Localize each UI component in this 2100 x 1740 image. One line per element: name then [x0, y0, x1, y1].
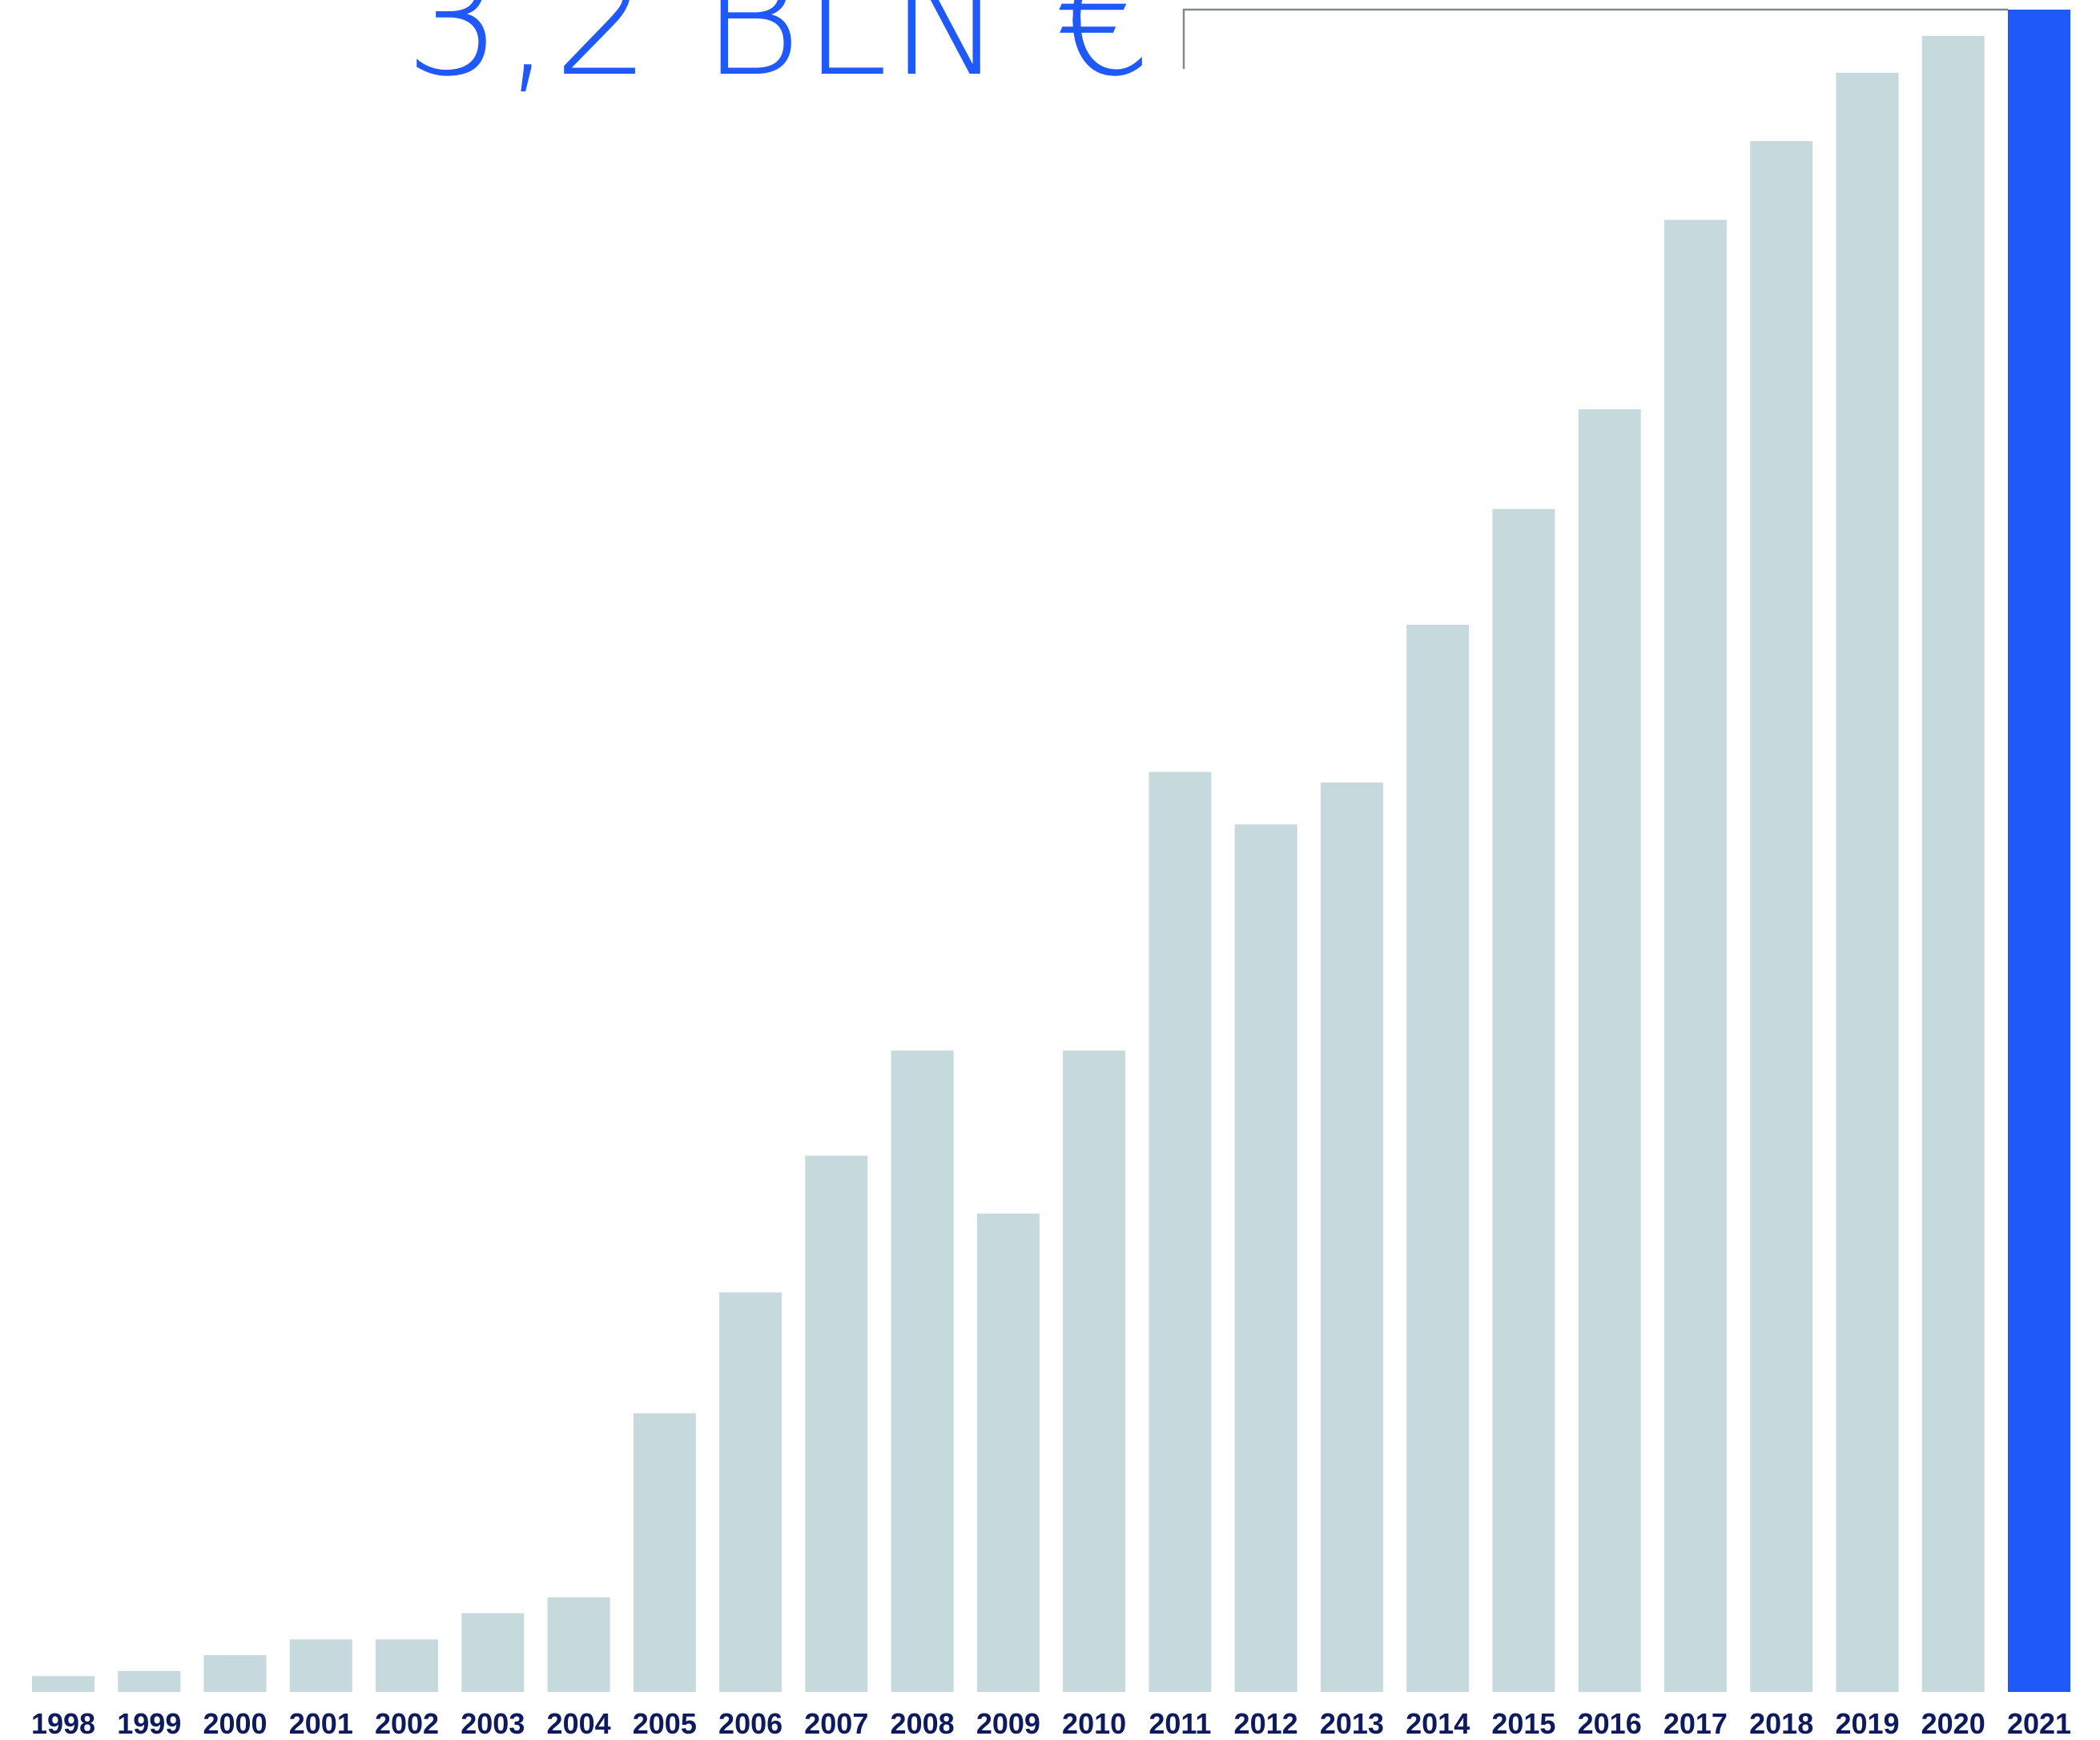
bar-2014 — [1406, 624, 1470, 1692]
bar-2011 — [1149, 771, 1212, 1692]
x-tick-label-1998: 1998 — [31, 1707, 95, 1740]
x-tick-label-2015: 2015 — [1491, 1707, 1555, 1740]
x-tick-label-2016: 2016 — [1578, 1707, 1642, 1740]
bar-2019 — [1836, 72, 1899, 1693]
bar-2012 — [1234, 824, 1297, 1692]
bar-2017 — [1664, 220, 1727, 1692]
x-tick-label-2005: 2005 — [633, 1707, 697, 1740]
bar-2001 — [289, 1639, 352, 1692]
x-tick-label-2007: 2007 — [804, 1707, 868, 1740]
bar-2018 — [1750, 141, 1813, 1693]
bar-2005 — [633, 1413, 696, 1692]
bar-2004 — [547, 1597, 610, 1692]
bar-2006 — [719, 1292, 782, 1693]
bar-2010 — [1063, 1050, 1126, 1692]
x-tick-label-2003: 2003 — [461, 1707, 525, 1740]
bar-2015 — [1492, 509, 1555, 1692]
x-tick-label-2014: 2014 — [1406, 1707, 1470, 1740]
x-tick-label-2010: 2010 — [1062, 1707, 1126, 1740]
x-tick-label-2021: 2021 — [2007, 1707, 2071, 1740]
x-tick-label-1999: 1999 — [117, 1707, 181, 1740]
x-tick-label-2019: 2019 — [1835, 1707, 1899, 1740]
bar-2008 — [891, 1050, 954, 1692]
bars-group — [32, 10, 2070, 1693]
bar-2002 — [376, 1639, 438, 1692]
x-tick-label-2017: 2017 — [1664, 1707, 1728, 1740]
x-tick-label-2012: 2012 — [1234, 1707, 1298, 1740]
bar-2013 — [1320, 782, 1383, 1693]
x-tick-label-2011: 2011 — [1149, 1707, 1211, 1740]
x-tick-label-2001: 2001 — [289, 1707, 353, 1740]
x-tick-label-2004: 2004 — [547, 1707, 611, 1740]
x-tick-label-2002: 2002 — [375, 1707, 439, 1740]
x-tick-labels: 1998 1999 2000 2001 2002 2003 2004 2005 2006 2007… — [31, 1707, 2071, 1740]
x-tick-label-2006: 2006 — [718, 1707, 782, 1740]
x-tick-label-2013: 2013 — [1320, 1707, 1384, 1740]
annotation-leader-line — [1182, 8, 2008, 69]
bar-1999 — [118, 1670, 181, 1693]
bar-2007 — [805, 1155, 868, 1692]
x-tick-label-2008: 2008 — [891, 1707, 955, 1740]
bar-2000 — [203, 1655, 267, 1692]
bar-1998 — [32, 1676, 95, 1692]
x-tick-label-2000: 2000 — [203, 1707, 267, 1740]
x-tick-label-2009: 2009 — [976, 1707, 1040, 1740]
annotation-value-label: 3,2 BLN € — [405, 0, 1153, 110]
bar-2009 — [976, 1213, 1040, 1692]
bar-2003 — [461, 1613, 525, 1692]
bar-2021 — [2008, 10, 2070, 1692]
x-tick-label-2018: 2018 — [1749, 1707, 1813, 1740]
bar-2020 — [1921, 35, 1985, 1692]
x-tick-label-2020: 2020 — [1921, 1707, 1985, 1740]
bar-2016 — [1578, 409, 1641, 1693]
